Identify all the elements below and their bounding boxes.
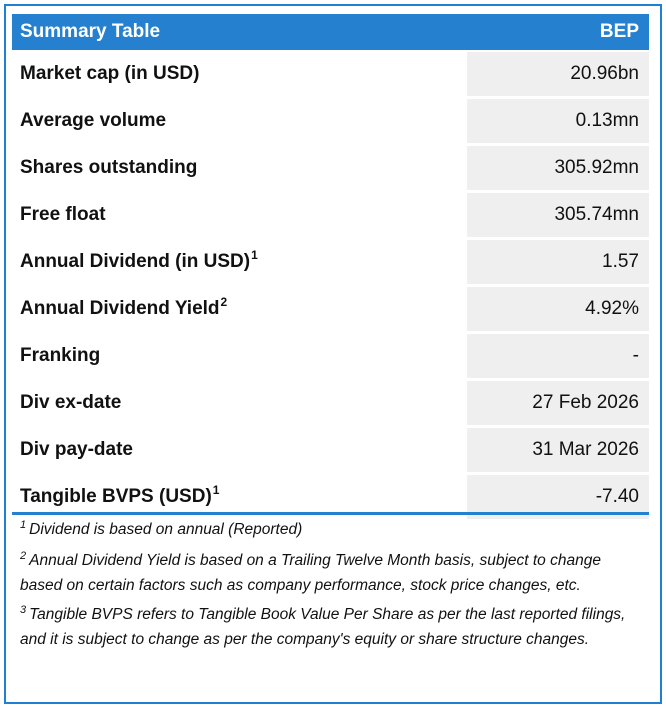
table-row-free-float: Free float 305.74mn: [12, 193, 649, 237]
summary-table-title: Summary Table: [20, 21, 161, 42]
footnote-text: Tangible BVPS refers to Tangible Book Va…: [20, 606, 626, 648]
table-row-market-cap: Market cap (in USD) 20.96bn: [12, 52, 649, 96]
table-row-tangible-bvps: Tangible BVPS (USD) 1 -7.40: [12, 475, 649, 519]
row-value: 27 Feb 2026: [467, 381, 649, 425]
row-label: Free float: [12, 193, 464, 237]
footnotes: 1 Dividend is based on annual (Reported) …: [20, 518, 640, 657]
row-label: Div ex-date: [12, 381, 464, 425]
row-label: Shares outstanding: [12, 146, 464, 190]
footnote-text: Annual Dividend Yield is based on a Trai…: [20, 552, 601, 594]
row-label: Div pay-date: [12, 428, 464, 472]
row-value: 305.92mn: [467, 146, 649, 190]
row-value: 1.57: [467, 240, 649, 284]
row-value: 0.13mn: [467, 99, 649, 143]
row-label: Franking: [12, 334, 464, 378]
row-value: 305.74mn: [467, 193, 649, 237]
footnote-number: 2: [20, 550, 27, 562]
footnote-number: 1: [20, 519, 27, 531]
row-label: Annual Dividend Yield 2: [12, 287, 464, 331]
table-row-annual-dividend-yield: Annual Dividend Yield 2 4.92%: [12, 287, 649, 331]
row-value: -: [467, 334, 649, 378]
table-row-shares-outstanding: Shares outstanding 305.92mn: [12, 146, 649, 190]
table-row-franking: Franking -: [12, 334, 649, 378]
footnote-3: 3 Tangible BVPS refers to Tangible Book V…: [20, 603, 640, 651]
footnote-number: 3: [20, 604, 27, 616]
ticker-label: BEP: [599, 21, 639, 42]
row-value: 31 Mar 2026: [467, 428, 649, 472]
footnote-2: 2 Annual Dividend Yield is based on a Tra…: [20, 549, 640, 597]
footnote-text: Dividend is based on annual (Reported): [29, 521, 303, 538]
row-label: Market cap (in USD): [12, 52, 464, 96]
row-value: -7.40: [467, 475, 649, 519]
table-row-average-volume: Average volume 0.13mn: [12, 99, 649, 143]
row-value: 4.92%: [467, 287, 649, 331]
table-bottom-rule: [12, 512, 649, 515]
footnote-1: 1 Dividend is based on annual (Reported): [20, 518, 640, 543]
row-value: 20.96bn: [467, 52, 649, 96]
table-row-annual-dividend: Annual Dividend (in USD) 1 1.57: [12, 240, 649, 284]
summary-table-header: Summary Table BEP: [12, 14, 649, 50]
footnote-marker: 1: [251, 248, 258, 262]
row-label: Annual Dividend (in USD) 1: [12, 240, 464, 284]
table-row-div-pay-date: Div pay-date 31 Mar 2026: [12, 428, 649, 472]
summary-table-rows: Market cap (in USD) 20.96bn Average volu…: [12, 52, 649, 519]
footnote-marker: 2: [220, 295, 228, 309]
row-label: Average volume: [12, 99, 464, 143]
footnote-marker: 1: [212, 483, 220, 497]
row-label: Tangible BVPS (USD) 1: [12, 475, 464, 519]
table-row-div-ex-date: Div ex-date 27 Feb 2026: [12, 381, 649, 425]
